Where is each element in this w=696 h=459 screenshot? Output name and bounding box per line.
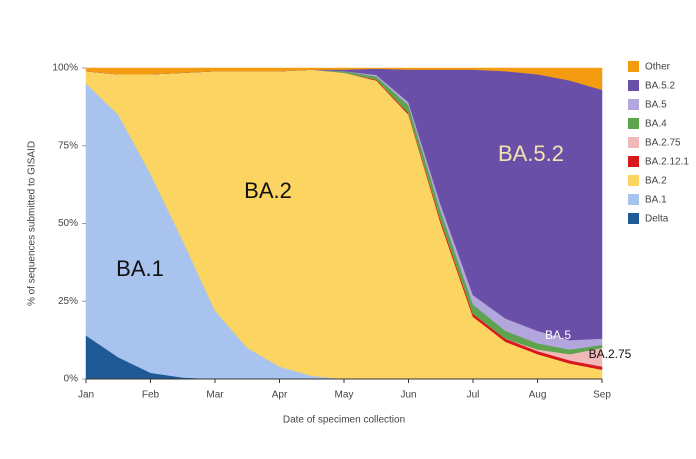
legend-swatch — [628, 99, 639, 110]
annotation: BA.2 — [244, 178, 292, 203]
y-tick-label: 100% — [52, 63, 78, 74]
x-tick-label: May — [335, 390, 354, 401]
x-tick-label: Sep — [593, 390, 611, 401]
legend-label: BA.1 — [645, 195, 667, 206]
y-tick-label: 0% — [64, 374, 79, 385]
legend-label: BA.5.2 — [645, 81, 675, 92]
legend-label: BA.2 — [645, 176, 667, 187]
y-tick-label: 25% — [58, 296, 78, 307]
legend-swatch — [628, 194, 639, 205]
area — [85, 67, 603, 91]
annotation: BA.5 — [545, 328, 571, 342]
annotation: BA.2.75 — [589, 347, 632, 361]
x-axis-title: Date of specimen collection — [283, 415, 405, 426]
legend-label: BA.2.12.1 — [645, 157, 689, 168]
legend-label: BA.2.75 — [645, 138, 681, 149]
legend-swatch — [628, 156, 639, 167]
legend-swatch — [628, 175, 639, 186]
legend-swatch — [628, 61, 639, 72]
x-tick-label: Apr — [272, 390, 288, 401]
annotation: BA.1 — [116, 256, 164, 281]
legend-swatch — [628, 213, 639, 224]
legend-swatch — [628, 80, 639, 91]
legend-label: BA.4 — [645, 119, 667, 130]
x-tick-label: Feb — [142, 390, 160, 401]
y-tick-label: 75% — [58, 140, 78, 151]
x-tick-label: Jul — [467, 390, 480, 401]
x-tick-label: Aug — [529, 390, 547, 401]
legend-label: BA.5 — [645, 100, 667, 111]
legend-label: Delta — [645, 214, 669, 225]
x-tick-label: Jan — [78, 390, 94, 401]
y-axis-title: % of sequences submitted to GISAID — [27, 141, 38, 306]
x-tick-label: Mar — [206, 390, 224, 401]
y-tick-label: 50% — [58, 218, 78, 229]
legend-label: Other — [645, 62, 671, 73]
legend-swatch — [628, 118, 639, 129]
legend-swatch — [628, 137, 639, 148]
x-tick-label: Jun — [400, 390, 416, 401]
annotation: BA.5.2 — [498, 141, 564, 166]
